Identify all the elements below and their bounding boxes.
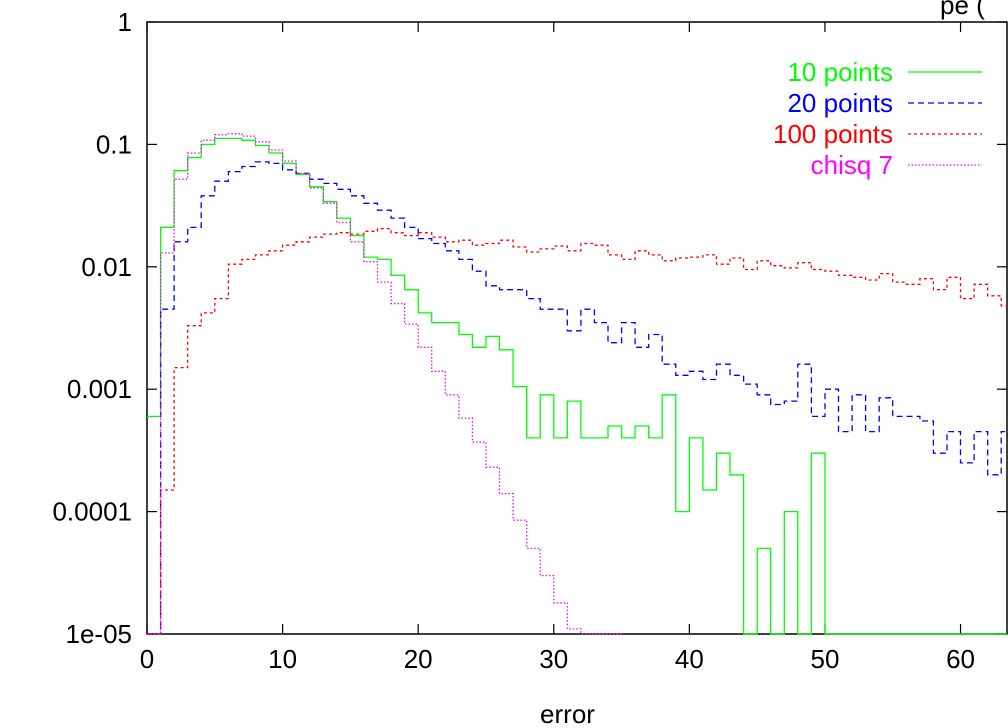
series-line-2 [147, 161, 1007, 635]
y-tick-label: 0.01 [81, 252, 132, 282]
x-tick-label: 60 [946, 644, 975, 674]
x-tick-label: 10 [268, 644, 297, 674]
x-tick-label: 40 [675, 644, 704, 674]
y-tick-label: 0.1 [96, 129, 132, 159]
axis-ticks: 0 10 20 30 40 50 60 1 0.1 0.01 0.001 0.0001 1e-05 [52, 7, 1007, 674]
x-tick-label: 20 [404, 644, 433, 674]
series-line-3 [147, 227, 1007, 635]
x-axis-label: error [540, 699, 595, 728]
y-tick-label: 1 [118, 7, 132, 37]
series-layer [147, 133, 1007, 635]
x-tick-label: 0 [140, 644, 154, 674]
legend-label: 20 points [787, 88, 893, 118]
x-tick-label: 50 [810, 644, 839, 674]
series-line-1 [147, 137, 1007, 635]
legend-label: 100 points [773, 119, 893, 149]
y-tick-label: 0.0001 [52, 497, 132, 527]
legend-label: 10 points [787, 57, 893, 87]
series-line-4 [147, 133, 622, 635]
y-tick-label: 0.001 [67, 374, 132, 404]
x-tick-label: 30 [539, 644, 568, 674]
y-tick-label: 1e-05 [66, 619, 133, 649]
legend-label: chisq 7 [811, 150, 893, 180]
plot-border [146, 21, 1008, 635]
chart-title-fragment: pe ( [940, 0, 985, 20]
plot-frame [146, 21, 1008, 635]
